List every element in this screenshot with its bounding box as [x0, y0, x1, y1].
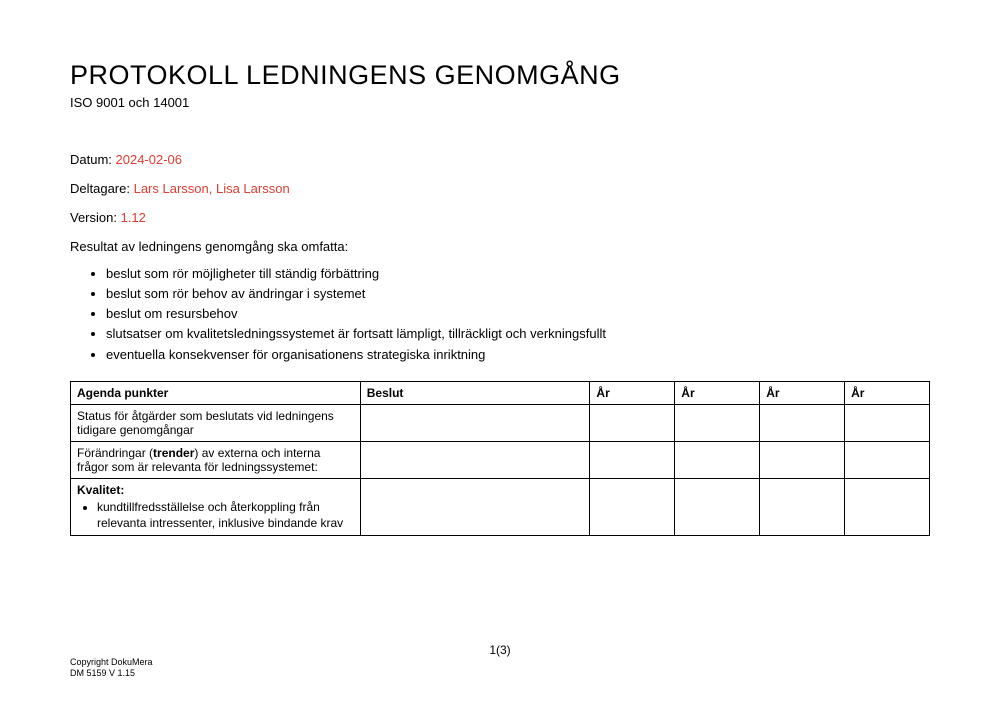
header-year: År: [675, 381, 760, 404]
year-cell: [845, 441, 930, 478]
kvalitet-item: kundtillfredsställelse och återkoppling …: [97, 499, 354, 531]
list-item: beslut som rör möjligheter till ständig …: [106, 264, 930, 284]
result-list: beslut som rör möjligheter till ständig …: [70, 264, 930, 365]
footer-docid: DM 5159 V 1.15: [70, 668, 153, 679]
agenda-text-pre: Förändringar (: [77, 446, 153, 460]
year-cell: [675, 478, 760, 535]
header-year: År: [845, 381, 930, 404]
table-row: Förändringar (trender) av externa och in…: [71, 441, 930, 478]
date-value: 2024-02-06: [116, 152, 183, 167]
agenda-table: Agenda punkter Beslut År År År År Status…: [70, 381, 930, 536]
table-row: Kvalitet: kundtillfredsställelse och åte…: [71, 478, 930, 535]
beslut-cell: [360, 441, 590, 478]
page-title: PROTOKOLL LEDNINGENS GENOMGÅNG: [70, 60, 930, 91]
list-item: beslut som rör behov av ändringar i syst…: [106, 284, 930, 304]
kvalitet-list: kundtillfredsställelse och återkoppling …: [77, 499, 354, 531]
list-item: beslut om resursbehov: [106, 304, 930, 324]
agenda-text-bold: trender: [153, 446, 194, 460]
kvalitet-header: Kvalitet:: [77, 483, 124, 497]
list-item: eventuella konsekvenser för organisation…: [106, 345, 930, 365]
beslut-cell: [360, 404, 590, 441]
date-line: Datum: 2024-02-06: [70, 152, 930, 167]
table-row: Status för åtgärder som beslutats vid le…: [71, 404, 930, 441]
version-value: 1.12: [121, 210, 146, 225]
version-label: Version:: [70, 210, 121, 225]
header-beslut: Beslut: [360, 381, 590, 404]
year-cell: [760, 441, 845, 478]
year-cell: [760, 404, 845, 441]
agenda-cell: Status för åtgärder som beslutats vid le…: [71, 404, 361, 441]
agenda-cell: Förändringar (trender) av externa och in…: [71, 441, 361, 478]
agenda-cell: Kvalitet: kundtillfredsställelse och åte…: [71, 478, 361, 535]
year-cell: [845, 404, 930, 441]
year-cell: [845, 478, 930, 535]
page-number: 1(3): [0, 643, 1000, 657]
year-cell: [675, 441, 760, 478]
participants-line: Deltagare: Lars Larsson, Lisa Larsson: [70, 181, 930, 196]
header-agenda: Agenda punkter: [71, 381, 361, 404]
year-cell: [590, 404, 675, 441]
footer-copyright: Copyright DokuMera: [70, 657, 153, 668]
page-subtitle: ISO 9001 och 14001: [70, 95, 930, 110]
year-cell: [590, 478, 675, 535]
participants-value: Lars Larsson, Lisa Larsson: [134, 181, 290, 196]
beslut-cell: [360, 478, 590, 535]
date-label: Datum:: [70, 152, 116, 167]
list-item: slutsatser om kvalitetsledningssystemet …: [106, 324, 930, 344]
year-cell: [675, 404, 760, 441]
table-header-row: Agenda punkter Beslut År År År År: [71, 381, 930, 404]
participants-label: Deltagare:: [70, 181, 134, 196]
intro-text: Resultat av ledningens genomgång ska omf…: [70, 239, 930, 254]
header-year: År: [590, 381, 675, 404]
version-line: Version: 1.12: [70, 210, 930, 225]
header-year: År: [760, 381, 845, 404]
footer: Copyright DokuMera DM 5159 V 1.15: [70, 657, 153, 680]
year-cell: [760, 478, 845, 535]
year-cell: [590, 441, 675, 478]
